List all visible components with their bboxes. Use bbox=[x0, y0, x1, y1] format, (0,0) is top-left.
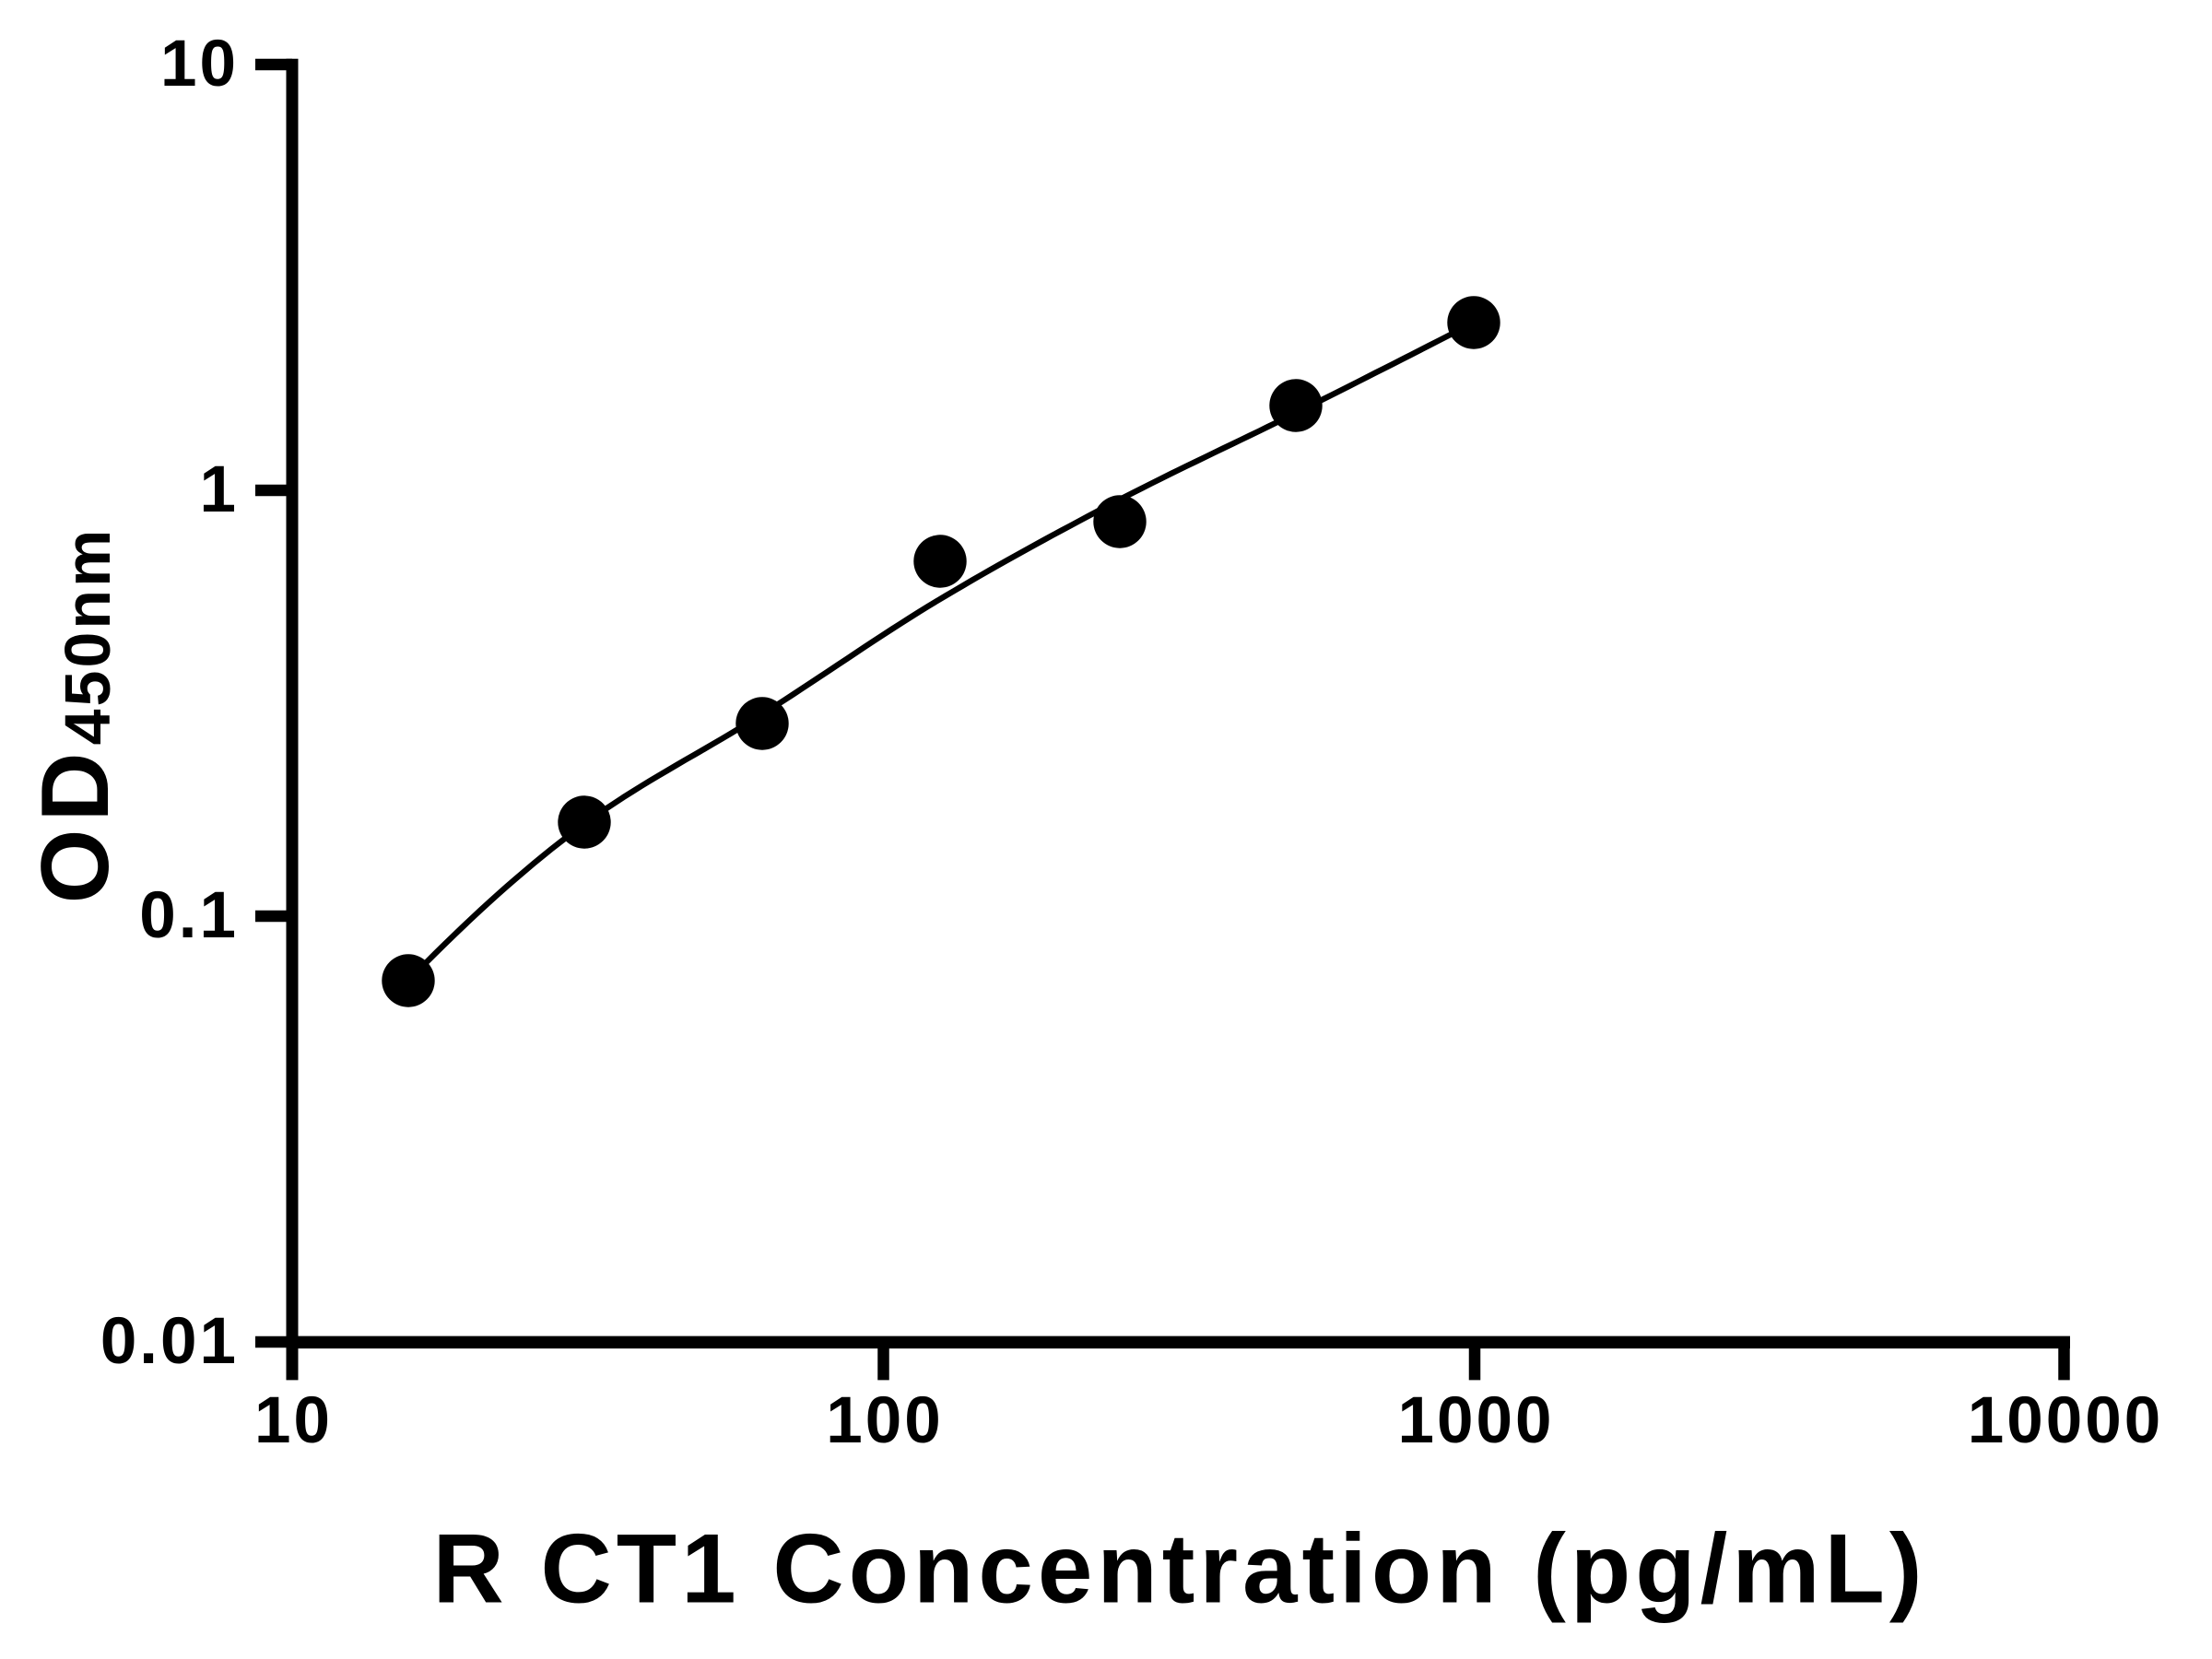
svg-text:10: 10 bbox=[254, 1384, 333, 1457]
svg-text:1000: 1000 bbox=[1398, 1384, 1555, 1457]
svg-text:10000: 10000 bbox=[1968, 1384, 2163, 1457]
svg-text:0.1: 0.1 bbox=[139, 879, 239, 952]
svg-text:10: 10 bbox=[160, 28, 239, 100]
svg-text:1: 1 bbox=[200, 453, 240, 526]
svg-text:R CT1 Concentration (pg/mL): R CT1 Concentration (pg/mL) bbox=[432, 1513, 1926, 1624]
svg-text:100: 100 bbox=[826, 1384, 943, 1457]
svg-text:0.01: 0.01 bbox=[100, 1305, 239, 1378]
